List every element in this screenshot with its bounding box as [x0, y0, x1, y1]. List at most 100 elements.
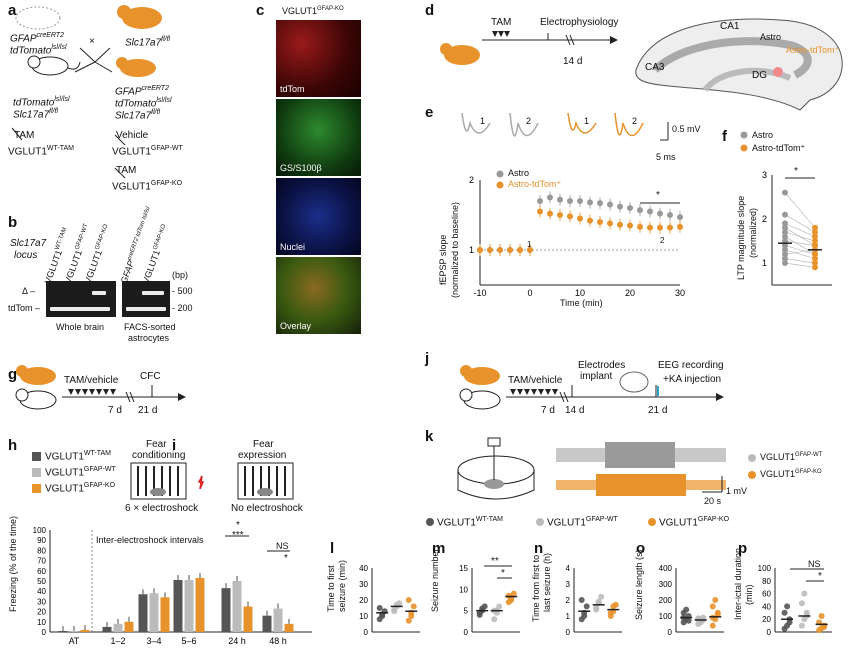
- lp-ytick: 80: [762, 577, 771, 586]
- delta-label: Δ –: [22, 286, 36, 296]
- lp-ytick: 10: [359, 612, 368, 621]
- legend-h-1: VGLUT1WT-TAM: [45, 450, 111, 463]
- e-point: [537, 198, 543, 204]
- h-bar: [149, 593, 159, 632]
- d7-label-j: 7 d: [541, 405, 555, 416]
- h-ytick: 70: [37, 557, 46, 566]
- e-point: [567, 198, 573, 204]
- e-ytick: 2: [469, 175, 474, 185]
- offspringB-genotype-3: Slc17a7fl/fl: [115, 109, 161, 122]
- lp-ytick: 0: [668, 628, 673, 637]
- lp-point: [581, 613, 588, 619]
- f-point-tdtom: [812, 260, 818, 266]
- f-point-tdtom: [812, 229, 818, 236]
- lp-point: [801, 590, 808, 597]
- e-point: [577, 198, 583, 204]
- lp-point: [712, 597, 719, 603]
- legend-h-2: VGLUT1GFAP-WT: [45, 466, 116, 479]
- sig-e: *: [656, 190, 660, 201]
- panel-c-title: VGLUT1GFAP-KO: [282, 6, 344, 16]
- ylabel-l-2: seizure (min): [337, 559, 347, 612]
- e-xtick: -10: [473, 288, 486, 298]
- offspringA-genotype-1: tdTomatolsl/lsl: [13, 96, 70, 109]
- tam-label-a2: TAM: [116, 165, 137, 176]
- e-point: [487, 247, 493, 253]
- f-point-astro: [782, 224, 788, 231]
- lp-ytick: 0: [464, 628, 469, 637]
- h-ytick: 90: [37, 536, 46, 545]
- f-pair-line: [784, 249, 816, 259]
- legend-k-gfap-ko: VGLUT1GFAP-KO: [760, 469, 822, 479]
- e-xtick: 10: [575, 288, 585, 298]
- mouse1-genotype-2: tdTomatolsl/lsl: [10, 44, 67, 57]
- e-point: [667, 212, 673, 218]
- ka-label: +KA injection: [663, 374, 722, 385]
- lp-point: [610, 603, 617, 610]
- f-point-tdtom: [812, 233, 818, 240]
- panel-label-o: o: [636, 540, 646, 557]
- xlabel-e: Time (min): [560, 298, 603, 308]
- lp-point: [408, 613, 415, 619]
- lp-ytick: 40: [359, 564, 368, 573]
- panel-label-h: h: [8, 437, 18, 454]
- e-point: [547, 210, 553, 217]
- sig-p: *: [818, 571, 822, 582]
- f-point-astro: [782, 260, 788, 266]
- e-point: [517, 247, 523, 253]
- lp-point: [786, 619, 793, 626]
- h-ytick: 20: [37, 608, 46, 617]
- d21-label-j: 21 d: [648, 405, 668, 416]
- trace-label-2b: 2: [632, 116, 638, 126]
- bp-label: (bp): [172, 270, 189, 280]
- panel-label-c: c: [256, 2, 265, 19]
- conditioning-h: conditioning: [132, 450, 186, 461]
- offspringA-genotype-2: Slc17a7fl/fl: [13, 108, 59, 121]
- panel-label-b: b: [8, 214, 18, 231]
- cross-symbol: ×: [89, 36, 95, 47]
- e-point: [587, 217, 593, 224]
- panel-label-a: a: [8, 2, 17, 19]
- h-ytick: 60: [37, 567, 46, 576]
- f-point-astro: [782, 229, 788, 236]
- f-point-astro: [782, 255, 788, 262]
- facs-label: FACS-sorted: [124, 322, 176, 332]
- band-200-label: - 200: [172, 303, 193, 313]
- panel-label-j: j: [425, 350, 430, 367]
- intervals-label: Inter-electroshock intervals: [96, 535, 204, 545]
- legend-lmnop-3: VGLUT1GFAP-KO: [659, 516, 730, 529]
- e-point: [617, 203, 623, 210]
- lp-ytick: 400: [659, 564, 673, 573]
- h-bar: [273, 608, 283, 632]
- lp-point: [510, 590, 517, 597]
- f-pair-line: [784, 245, 816, 255]
- locus-label-2: locus: [14, 250, 38, 261]
- panel-label-k: k: [425, 428, 434, 445]
- f-point-tdtom: [812, 264, 818, 271]
- offspringB-genotype-2: tdTomatolsl/lsl: [115, 97, 172, 110]
- whole-brain-label: Whole brain: [56, 322, 105, 332]
- scale-time-e: 5 ms: [656, 152, 676, 162]
- h-xtick: 3–4: [146, 636, 161, 646]
- e-point: [657, 210, 663, 217]
- lp-ytick: 15: [459, 564, 468, 573]
- sig-m-1: **: [491, 556, 499, 567]
- h-bar: [173, 579, 183, 632]
- f-ytick: 3: [762, 170, 767, 180]
- lp-ytick: 100: [758, 564, 772, 573]
- lp-point: [508, 597, 515, 603]
- e-xtick: 30: [675, 288, 685, 298]
- ca3-label: CA3: [645, 62, 665, 73]
- vglut-wt-tam-label: VGLUT1WT-TAM: [8, 145, 74, 158]
- sig-h-star2: *: [284, 553, 288, 564]
- lp-ytick: 0: [767, 628, 772, 637]
- f-point-astro: [782, 211, 788, 218]
- lp-point: [685, 617, 692, 624]
- h-ytick: 50: [37, 577, 46, 586]
- lp-point: [607, 609, 614, 616]
- lp-ytick: 10: [459, 585, 468, 594]
- marker-e-2: 2: [660, 236, 665, 245]
- vehicle-label: Vehicle: [116, 130, 149, 141]
